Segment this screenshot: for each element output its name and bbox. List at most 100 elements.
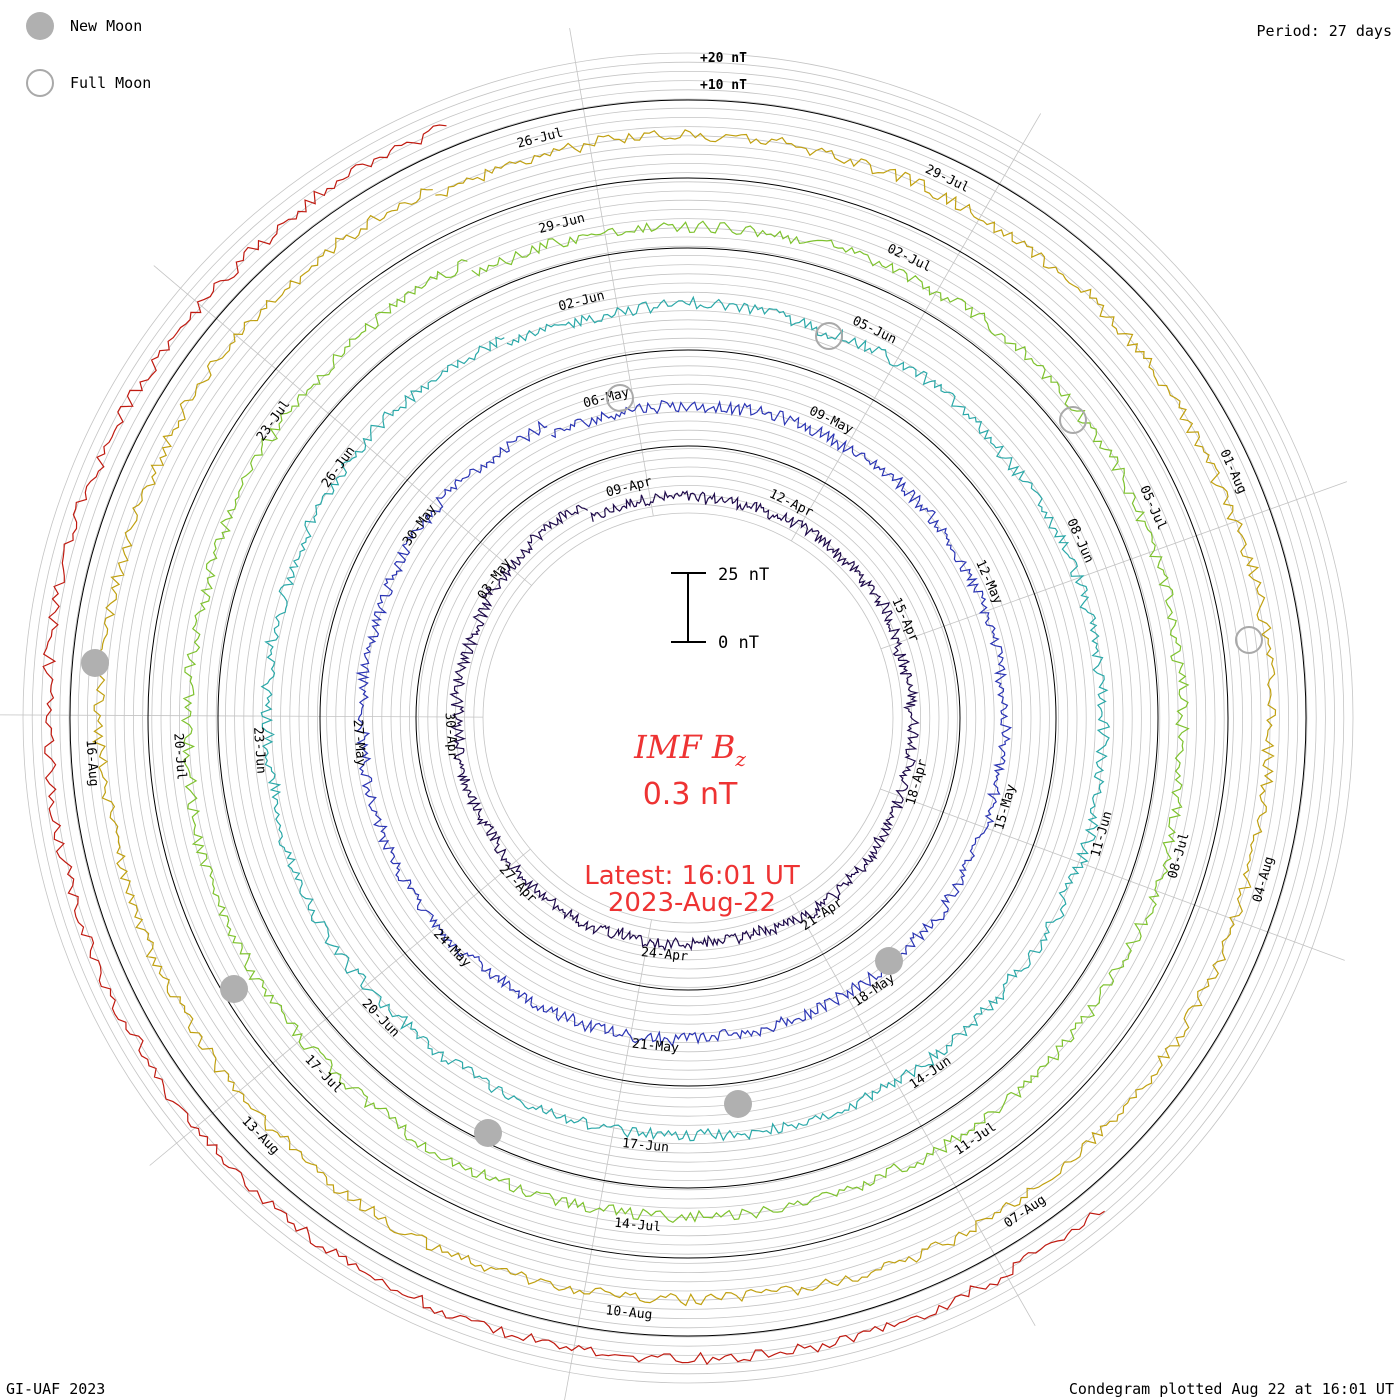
radial-spoke xyxy=(789,895,1036,1326)
grid-circle xyxy=(142,172,1234,1264)
grid-circle xyxy=(224,254,1152,1182)
tick-label: 18-Apr xyxy=(904,758,931,807)
tick-label: 08-Jun xyxy=(1063,516,1096,565)
scale-label-20: +20 nT xyxy=(700,51,747,66)
grid-circle xyxy=(445,475,931,961)
legend-new-moon-label: New Moon xyxy=(70,17,143,35)
grid-circle xyxy=(482,512,894,924)
grid-circle xyxy=(436,466,940,970)
tick-label: 02-Jun xyxy=(557,288,606,314)
center-latest: Latest: 16:01 UT xyxy=(584,861,800,891)
tick-label: 24-Apr xyxy=(640,945,688,965)
trace-ring-1 xyxy=(449,489,920,952)
grid-circle xyxy=(68,98,1308,1338)
grid-circle xyxy=(344,374,1032,1062)
grid-circle xyxy=(454,484,922,952)
trace-ring-2 xyxy=(355,399,1013,1048)
trace-ring-4 xyxy=(180,220,1190,1224)
grid-circle xyxy=(114,144,1262,1292)
radial-spoke xyxy=(880,481,1348,650)
tick-label: 16-Aug xyxy=(82,739,100,787)
grid-circle xyxy=(353,383,1023,1053)
tick-label: 09-Apr xyxy=(604,474,653,500)
grid-circle xyxy=(234,264,1142,1172)
zero-circle xyxy=(415,445,961,991)
grid-circle xyxy=(133,163,1243,1273)
tick-label: 30-May xyxy=(400,502,440,549)
tick-label: 03-May xyxy=(475,556,515,603)
tick-label: 13-Aug xyxy=(238,1114,282,1158)
tick-label: 14-Jul xyxy=(613,1216,661,1236)
grid-circle xyxy=(316,346,1060,1090)
zero-circle xyxy=(319,349,1057,1087)
grid-circle xyxy=(390,420,986,1016)
grid-circle xyxy=(280,310,1096,1126)
plotted-label: Condegram plotted Aug 22 at 16:01 UT xyxy=(1068,1380,1394,1398)
tick-label: 14-Jun xyxy=(907,1054,954,1093)
tick-label: 20-Jul xyxy=(170,733,188,781)
radial-spokes xyxy=(0,28,1348,1400)
tick-label: 11-Jul xyxy=(952,1120,999,1159)
center-title-main: IMF B xyxy=(633,728,735,766)
new-moon-marker xyxy=(474,1119,502,1147)
radial-spoke xyxy=(149,848,531,1166)
grid-circle xyxy=(151,181,1225,1255)
zero-reference-circles xyxy=(69,99,1307,1337)
radial-spoke xyxy=(153,265,532,586)
grid-circle xyxy=(243,273,1133,1163)
grid-circle xyxy=(298,328,1078,1108)
new-moon-marker xyxy=(220,975,248,1003)
center-title: IMF Bz xyxy=(633,728,746,771)
tick-label: 04-Aug xyxy=(1250,855,1277,904)
tick-label: 12-Apr xyxy=(767,487,816,521)
legend-full-moon-label: Full Moon xyxy=(70,74,152,92)
scale-top-label: 25 nT xyxy=(718,565,769,585)
trace-ring-6 xyxy=(42,124,1105,1366)
tick-label: 27-May xyxy=(350,719,368,767)
tick-label: 12-May xyxy=(972,558,1005,607)
scale-labels: +20 nT +10 nT xyxy=(700,51,747,93)
tick-label: 17-Jun xyxy=(621,1136,669,1156)
full-moon-marker xyxy=(1059,406,1087,434)
tick-label: 23-Jun xyxy=(250,726,268,774)
grid-circle xyxy=(123,153,1253,1283)
grid-circle xyxy=(22,52,1354,1384)
tick-label: 24-May xyxy=(430,927,474,971)
zero-circle xyxy=(69,99,1307,1337)
new-moon-marker xyxy=(875,947,903,975)
grid-circle xyxy=(169,199,1207,1237)
grid-circle xyxy=(427,457,949,979)
grid-circle xyxy=(289,319,1087,1117)
grid-circle xyxy=(96,126,1280,1310)
zero-circle xyxy=(217,247,1159,1189)
tick-label: 30-Apr xyxy=(441,712,459,760)
tick-label: 23-Jul xyxy=(254,397,294,444)
tick-label: 29-Jun xyxy=(537,211,586,237)
tick-label: 15-May xyxy=(992,782,1019,831)
scale-bottom-label: 0 nT xyxy=(718,633,759,653)
grid-circle xyxy=(87,117,1289,1319)
period-label: Period: 27 days xyxy=(1256,22,1392,40)
tick-label: 05-Jun xyxy=(850,314,899,348)
grid-circle xyxy=(77,107,1299,1329)
trace-ring-5 xyxy=(92,129,1277,1307)
legend-new-moon: New Moon xyxy=(26,12,142,40)
grid-circle xyxy=(408,438,968,998)
center-title-sub: z xyxy=(734,747,746,771)
grid-circle xyxy=(399,429,977,1007)
radial-spoke xyxy=(569,28,654,517)
tick-label: 26-Jul xyxy=(515,126,564,152)
center-value: 0.3 nT xyxy=(643,777,738,812)
grid-circle xyxy=(178,208,1198,1228)
full-moon-marker xyxy=(815,322,843,350)
grid-circle xyxy=(335,365,1041,1071)
trace-ring-3 xyxy=(260,295,1111,1142)
grid-circle xyxy=(362,392,1014,1044)
grid-circle xyxy=(215,245,1161,1191)
grid-circle xyxy=(418,448,958,988)
new-moon-marker xyxy=(724,1090,752,1118)
full-moon-marker xyxy=(1235,626,1263,654)
moon-markers xyxy=(81,322,1263,1147)
scale-label-10: +10 nT xyxy=(700,78,747,93)
